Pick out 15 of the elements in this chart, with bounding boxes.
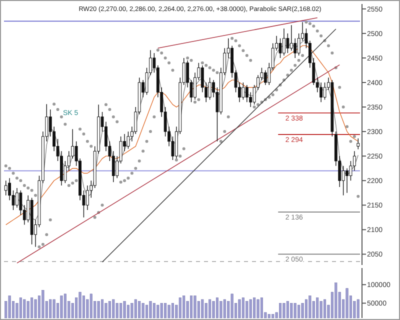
candlestick xyxy=(4,180,8,196)
candlestick xyxy=(346,168,348,194)
candlestick xyxy=(282,28,286,56)
candlestick xyxy=(86,185,89,210)
candlestick xyxy=(264,70,267,86)
candlestick xyxy=(356,138,360,150)
candlestick xyxy=(294,38,297,58)
candlestick xyxy=(208,77,212,100)
candlestick xyxy=(278,38,282,58)
candlestick xyxy=(290,24,293,51)
candlestick xyxy=(16,188,18,208)
candlestick xyxy=(245,84,248,102)
candlestick xyxy=(286,33,290,54)
candlestick xyxy=(242,82,245,100)
candlestick xyxy=(320,82,323,102)
